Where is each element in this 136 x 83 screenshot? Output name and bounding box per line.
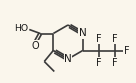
Text: HO: HO: [14, 24, 28, 33]
Text: N: N: [79, 28, 87, 39]
Text: F: F: [124, 45, 129, 56]
Text: F: F: [96, 34, 102, 43]
Text: F: F: [112, 34, 118, 43]
Text: F: F: [112, 58, 118, 67]
Text: F: F: [96, 58, 102, 67]
Text: O: O: [31, 41, 39, 50]
Text: N: N: [64, 54, 72, 64]
